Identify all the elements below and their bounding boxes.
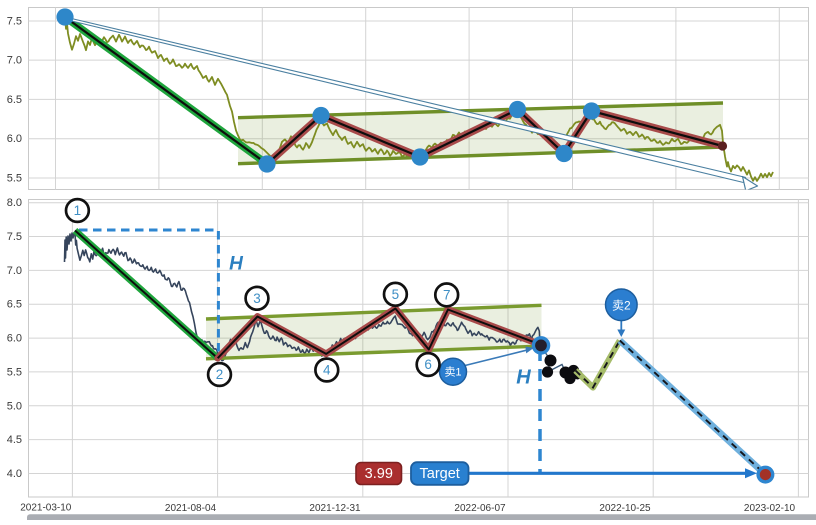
svg-text:7.5: 7.5	[7, 231, 22, 243]
svg-text:2021-08-04: 2021-08-04	[165, 503, 217, 514]
svg-text:4: 4	[323, 363, 331, 378]
svg-text:4.5: 4.5	[7, 434, 22, 446]
svg-text:卖1: 卖1	[444, 366, 461, 379]
svg-text:6.0: 6.0	[7, 133, 22, 145]
svg-text:3: 3	[253, 291, 261, 306]
svg-text:2022-10-25: 2022-10-25	[599, 503, 651, 514]
svg-text:1: 1	[74, 203, 82, 218]
svg-text:2021-03-10: 2021-03-10	[20, 503, 72, 514]
svg-text:6.5: 6.5	[7, 94, 22, 106]
svg-text:5.0: 5.0	[7, 400, 22, 412]
svg-text:5.5: 5.5	[7, 173, 22, 185]
svg-text:2022-06-07: 2022-06-07	[454, 503, 506, 514]
svg-text:7: 7	[443, 288, 451, 303]
svg-text:8.0: 8.0	[7, 197, 22, 209]
svg-text:H: H	[229, 254, 244, 275]
svg-text:7.5: 7.5	[7, 16, 22, 28]
svg-text:7.0: 7.0	[7, 265, 22, 277]
svg-text:2021-12-31: 2021-12-31	[309, 503, 361, 514]
svg-text:5: 5	[392, 287, 400, 302]
svg-text:7.0: 7.0	[7, 55, 22, 67]
svg-text:5.5: 5.5	[7, 366, 22, 378]
svg-text:卖2: 卖2	[612, 298, 631, 312]
svg-text:6.0: 6.0	[7, 333, 22, 345]
svg-text:2023-02-10: 2023-02-10	[744, 503, 796, 514]
svg-text:2: 2	[216, 367, 224, 382]
svg-text:H: H	[516, 367, 531, 389]
svg-text:3.99: 3.99	[365, 466, 393, 482]
svg-text:6.5: 6.5	[7, 299, 22, 311]
svg-text:6: 6	[424, 357, 432, 372]
svg-text:Target: Target	[420, 466, 460, 482]
svg-text:4.0: 4.0	[7, 468, 22, 480]
